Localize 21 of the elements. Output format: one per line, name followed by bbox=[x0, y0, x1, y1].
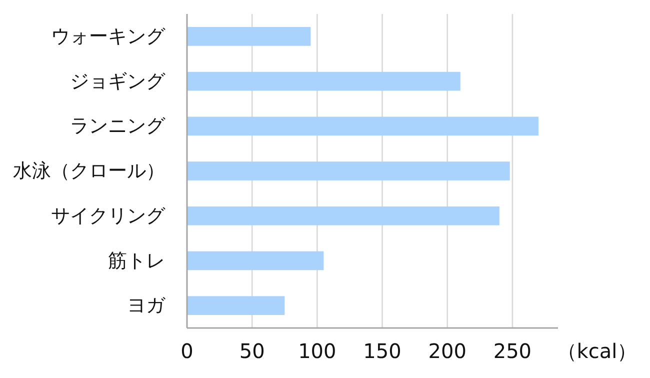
bar bbox=[187, 72, 460, 91]
x-axis-title: （kcal） bbox=[556, 339, 638, 364]
bar bbox=[187, 27, 311, 46]
x-tick-label: 200 bbox=[428, 339, 466, 364]
x-tick-label: 100 bbox=[298, 339, 336, 364]
bar bbox=[187, 206, 500, 226]
bar bbox=[187, 296, 285, 315]
x-tick-label: 150 bbox=[363, 339, 402, 364]
bar bbox=[187, 251, 324, 270]
y-tick-label: ヨガ bbox=[127, 294, 166, 317]
bar bbox=[187, 162, 510, 180]
y-tick-label: 筋トレ bbox=[108, 250, 165, 272]
x-tick-label: 0 bbox=[180, 339, 194, 364]
y-tick-label: ジョギング bbox=[70, 70, 166, 92]
y-tick-label: ランニング bbox=[70, 115, 166, 138]
y-tick-label: サイクリング bbox=[51, 204, 166, 227]
bar bbox=[187, 116, 538, 136]
x-tick-label: 50 bbox=[239, 339, 265, 364]
x-tick-label: 250 bbox=[493, 339, 532, 364]
y-tick-label: ウォーキング bbox=[51, 26, 166, 48]
y-tick-label: 水泳（クロール） bbox=[13, 160, 165, 182]
